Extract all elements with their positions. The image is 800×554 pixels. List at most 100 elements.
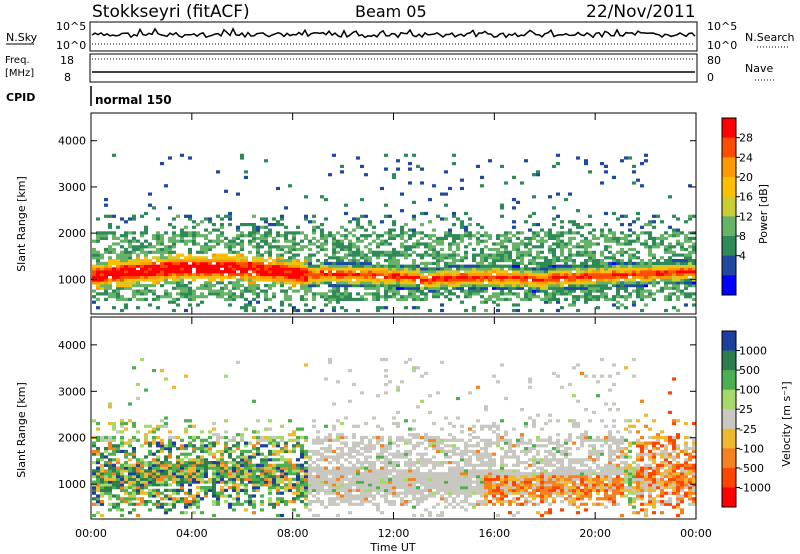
range-gate-cell — [192, 435, 196, 440]
range-gate-cell — [304, 502, 308, 506]
range-gate-cell — [340, 497, 344, 501]
range-gate-cell — [156, 427, 160, 431]
range-gate-cell — [116, 275, 120, 279]
range-gate-cell — [408, 162, 412, 166]
range-gate-cell — [608, 239, 612, 243]
range-gate-cell — [340, 275, 344, 279]
range-gate-cell — [376, 270, 380, 274]
range-gate-cell — [180, 286, 184, 290]
range-gate-cell — [336, 281, 340, 285]
range-gate-cell — [280, 278, 284, 282]
range-gate-cell — [96, 286, 100, 290]
range-gate-cell — [128, 253, 132, 257]
range-gate-cell — [136, 463, 140, 467]
range-gate-cell — [212, 427, 216, 431]
range-gate-cell — [212, 267, 216, 271]
range-gate-cell — [212, 469, 216, 473]
range-gate-cell — [428, 513, 432, 518]
range-gate-cell — [512, 259, 516, 263]
range-gate-cell — [168, 292, 172, 296]
range-gate-cell — [324, 198, 328, 202]
range-gate-cell — [228, 281, 232, 285]
range-gate-cell — [136, 469, 140, 473]
range-gate-cell — [144, 455, 148, 459]
range-gate-cell — [572, 267, 576, 271]
range-gate-cell — [308, 466, 312, 470]
range-gate-cell — [192, 511, 196, 515]
range-gate-cell — [420, 441, 424, 445]
range-gate-cell — [444, 278, 448, 282]
range-gate-cell — [396, 159, 400, 163]
range-gate-cell — [604, 292, 608, 296]
range-gate-cell — [260, 477, 264, 481]
range-gate-cell — [336, 275, 340, 279]
range-gate-cell — [268, 452, 272, 456]
colorbar-segment — [722, 157, 736, 178]
range-gate-cell — [156, 472, 160, 476]
range-gate-cell — [112, 242, 116, 246]
range-gate-cell — [344, 494, 348, 498]
range-gate-cell — [360, 272, 364, 277]
range-gate-cell — [368, 286, 372, 290]
range-gate-cell — [292, 236, 296, 240]
range-gate-cell — [596, 281, 600, 285]
range-gate-cell — [128, 502, 132, 506]
range-gate-cell — [616, 272, 620, 277]
range-gate-cell — [132, 438, 136, 442]
range-gate-cell — [336, 239, 340, 243]
range-gate-cell — [344, 435, 348, 440]
range-gate-cell — [132, 236, 136, 240]
range-gate-cell — [96, 292, 100, 296]
range-gate-cell — [132, 295, 136, 299]
range-gate-cell — [388, 472, 392, 476]
range-gate-cell — [144, 472, 148, 476]
range-gate-cell — [632, 267, 636, 271]
range-gate-cell — [500, 289, 504, 293]
range-gate-cell — [672, 272, 676, 277]
range-gate-cell — [464, 270, 468, 274]
range-gate-cell — [132, 231, 136, 235]
range-gate-cell — [168, 281, 172, 285]
range-gate-cell — [448, 253, 452, 257]
range-gate-cell — [340, 267, 344, 271]
range-gate-cell — [292, 242, 296, 246]
range-gate-cell — [148, 452, 152, 456]
range-gate-cell — [240, 259, 244, 263]
range-gate-cell — [352, 488, 356, 492]
range-gate-cell — [212, 444, 216, 448]
range-gate-cell — [100, 458, 104, 462]
range-gate-cell — [288, 466, 292, 470]
range-gate-cell — [224, 270, 228, 274]
range-gate-cell — [644, 231, 648, 235]
range-gate-cell — [504, 245, 508, 249]
range-gate-cell — [188, 156, 192, 160]
range-gate-cell — [592, 267, 596, 271]
range-gate-cell — [388, 380, 392, 384]
range-gate-cell — [148, 261, 152, 265]
range-gate-cell — [224, 441, 228, 445]
range-gate-cell — [352, 256, 356, 260]
range-gate-cell — [368, 447, 372, 451]
range-gate-cell — [500, 239, 504, 243]
range-gate-cell — [284, 272, 288, 277]
range-gate-cell — [356, 444, 360, 448]
range-gate-cell — [512, 267, 516, 271]
range-gate-cell — [624, 289, 628, 293]
sky-tick-top: 10^5 — [56, 20, 86, 33]
range-gate-cell — [256, 483, 260, 487]
range-gate-cell — [444, 452, 448, 456]
range-gate-cell — [120, 272, 124, 277]
range-gate-cell — [252, 483, 256, 487]
range-gate-cell — [180, 253, 184, 257]
range-gate-cell — [316, 250, 320, 254]
range-gate-cell — [528, 292, 532, 296]
range-gate-cell — [648, 245, 652, 249]
range-gate-cell — [408, 284, 412, 288]
range-gate-cell — [368, 270, 372, 274]
range-gate-cell — [520, 297, 524, 301]
range-gate-cell — [344, 275, 348, 279]
range-gate-cell — [284, 278, 288, 282]
range-gate-cell — [368, 272, 372, 277]
range-gate-cell — [604, 256, 608, 260]
range-gate-cell — [428, 488, 432, 492]
